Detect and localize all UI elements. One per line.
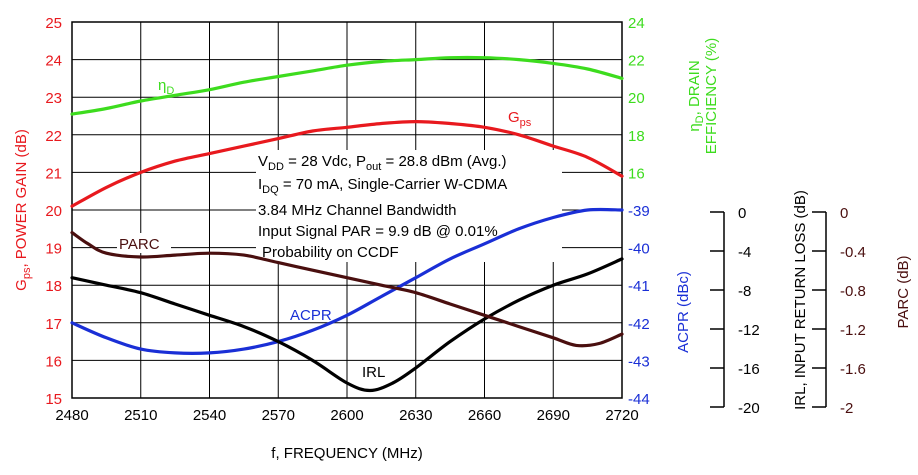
annotation-line-5: Probability on CCDF (262, 244, 399, 261)
irl-tick-label: 0 (738, 205, 746, 222)
acpr-tick-label: -40 (628, 241, 650, 258)
acpr-tick-label: -41 (628, 278, 650, 295)
eta-series-label: ηD (158, 77, 174, 97)
irl-tick-label: -8 (738, 283, 751, 300)
gps-tick-label: 20 (45, 203, 62, 220)
gps-tick-label: 21 (45, 165, 62, 182)
eta-tick-label: 22 (628, 53, 645, 70)
annotation-line-2: IDQ = 70 mA, Single-Carrier W-CDMA (258, 176, 507, 196)
parc-tick-label: -1.6 (840, 361, 866, 378)
x-tick-label: 2570 (262, 407, 295, 424)
parc-tick-label: -0.8 (840, 283, 866, 300)
eta-axis-title-line-1: ηD, DRAIN (686, 60, 706, 131)
acpr-tick-label: -44 (628, 391, 650, 408)
x-axis-title: f, FREQUENCY (MHz) (271, 445, 422, 462)
annotation-line-3: 3.84 MHz Channel Bandwidth (258, 202, 456, 219)
parc-tick-label: -0.4 (840, 244, 866, 261)
x-tick-label: 2540 (193, 407, 226, 424)
x-tick-label: 2510 (124, 407, 157, 424)
annotation-line-1: VDD = 28 Vdc, Pout = 28.8 dBm (Avg.) (258, 153, 507, 173)
gps-tick-label: 19 (45, 241, 62, 258)
gps-tick-label: 15 (45, 391, 62, 408)
annotation-line-4: Input Signal PAR = 9.9 dB @ 0.01% (258, 223, 498, 240)
irl-series-line (70, 257, 624, 393)
gps-series-line (70, 120, 624, 208)
gps-series-label: Gps (508, 109, 532, 129)
gps-tick-label: 25 (45, 15, 62, 32)
irl-tick-label: -12 (738, 322, 760, 339)
series-lines (70, 55, 624, 393)
irl-axis-title: IRL, INPUT RETURN LOSS (dB) (792, 190, 809, 410)
parc-tick-label: -2 (840, 400, 853, 417)
parc-axis-title: PARC (dB) (895, 255, 912, 328)
x-tick-label: 2660 (468, 407, 501, 424)
x-tick-label: 2600 (330, 407, 363, 424)
acpr-tick-label: -42 (628, 316, 650, 333)
annotation-background (256, 150, 562, 262)
gps-axis-title: Gps, POWER GAIN (dB) (13, 129, 33, 291)
gps-tick-label: 16 (45, 353, 62, 370)
series-labels: ηD Gps ACPR PARC IRL (117, 77, 532, 381)
parc-tick-label: -1.2 (840, 322, 866, 339)
eta-series-line (70, 55, 624, 116)
gps-tick-label: 24 (45, 53, 62, 70)
acpr-series-line (70, 207, 624, 355)
eta-tick-label: 20 (628, 90, 645, 107)
gps-tick-label: 17 (45, 316, 62, 333)
eta-tick-label: 18 (628, 128, 645, 145)
x-tick-label: 2630 (399, 407, 432, 424)
irl-tick-label: -4 (738, 244, 751, 261)
acpr-axis-title: ACPR (dBc) (675, 271, 692, 353)
acpr-series-label: ACPR (290, 307, 332, 324)
parc-series-line (70, 231, 624, 348)
parc-label-background (117, 233, 171, 253)
gps-tick-label: 23 (45, 90, 62, 107)
eta-tick-label: 24 (628, 15, 645, 32)
x-tick-label: 2480 (55, 407, 88, 424)
irl-tick-label: -20 (738, 400, 760, 417)
eta-tick-label: 16 (628, 165, 645, 182)
acpr-tick-label: -39 (628, 203, 650, 220)
parc-tick-label: 0 (840, 205, 848, 222)
irl-series-label: IRL (362, 364, 385, 381)
x-tick-label: 2690 (537, 407, 570, 424)
x-tick-label: 2720 (605, 407, 638, 424)
irl-tick-label: -16 (738, 361, 760, 378)
acpr-tick-label: -43 (628, 353, 650, 370)
annotation-box: VDD = 28 Vdc, Pout = 28.8 dBm (Avg.) IDQ… (256, 150, 562, 262)
gps-tick-label: 22 (45, 128, 62, 145)
parc-series-label: PARC (119, 236, 160, 253)
tick-labels: 2480 2510 2540 2570 2600 2630 2660 2690 2720 15 16… (45, 15, 866, 424)
irl-label-background (358, 361, 390, 381)
eta-axis-title-line-2: EFFICIENCY (%) (703, 38, 720, 154)
gps-tick-label: 18 (45, 278, 62, 295)
